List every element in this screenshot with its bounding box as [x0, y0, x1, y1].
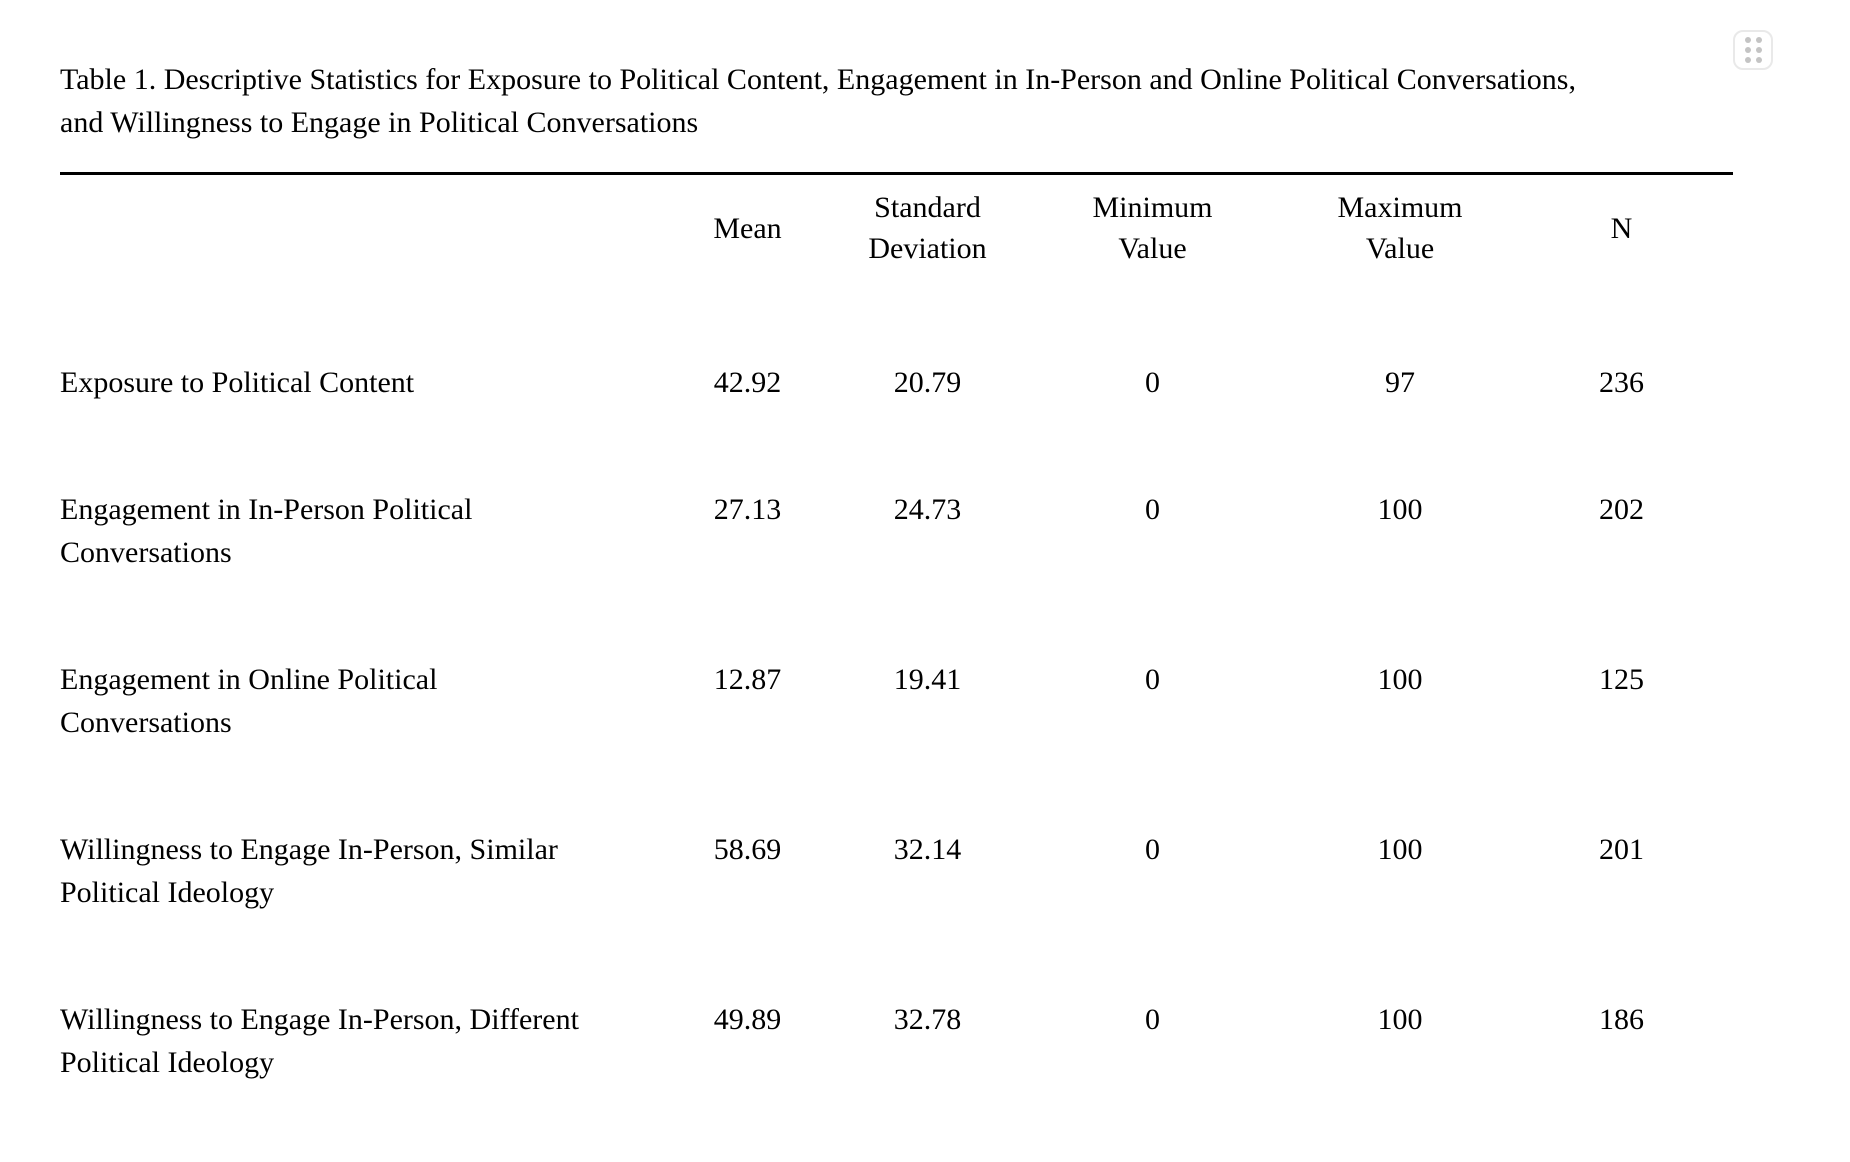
cell-min: 0 — [1145, 1003, 1160, 1036]
cell-n: 201 — [1599, 833, 1644, 866]
cell-mean: 58.69 — [713, 833, 782, 866]
cell-row-label: Engagement in Online Political Conversati… — [60, 663, 438, 739]
cell-sd: 32.14 — [893, 833, 962, 866]
table-title-line-2: and Willingness to Engage in Political C… — [60, 106, 699, 139]
cell-n: 236 — [1599, 366, 1644, 399]
cell-sd: 20.79 — [893, 366, 962, 399]
table-header-row: Mean Standard Deviation Minimum Value Maximum… — [60, 174, 1733, 304]
cell-max: 100 — [1377, 663, 1423, 696]
cell-max: 100 — [1377, 493, 1423, 526]
cell-min: 0 — [1145, 366, 1160, 399]
cell-min: 0 — [1145, 493, 1160, 526]
col-header-min: Minimum Value — [1092, 191, 1213, 265]
table-title: Table 1. Descriptive Statistics for Expo… — [60, 58, 1740, 144]
table-title-line-1: Table 1. Descriptive Statistics for Expo… — [60, 63, 1576, 96]
table-row: Engagement in Online Political Conversati… — [60, 600, 1733, 770]
cell-row-label: Willingness to Engage In-Person, Differe… — [60, 1003, 579, 1079]
descriptive-statistics-table: Mean Standard Deviation Minimum Value Maximum… — [60, 172, 1733, 1110]
col-header-mean: Mean — [713, 211, 782, 245]
table-row: Willingness to Engage In-Person, Similar… — [60, 770, 1733, 940]
cell-max: 100 — [1377, 1003, 1423, 1036]
cell-row-label: Willingness to Engage In-Person, Similar… — [60, 833, 558, 909]
drag-handle-button[interactable] — [1733, 30, 1773, 70]
table-row: Willingness to Engage In-Person, Differe… — [60, 940, 1733, 1110]
cell-n: 125 — [1599, 663, 1644, 696]
cell-mean: 42.92 — [713, 366, 782, 399]
table-row: Engagement in In-Person Political Convers… — [60, 430, 1733, 600]
cell-min: 0 — [1145, 833, 1160, 866]
table-row: Exposure to Political Content 42.92 20.79 0… — [60, 303, 1733, 430]
cell-max: 97 — [1385, 366, 1415, 399]
cell-max: 100 — [1377, 833, 1423, 866]
cell-n: 202 — [1599, 493, 1644, 526]
cell-min: 0 — [1145, 663, 1160, 696]
cell-mean: 49.89 — [713, 1003, 782, 1036]
col-header-label — [60, 174, 655, 304]
cell-sd: 32.78 — [893, 1003, 962, 1036]
col-header-n: N — [1610, 211, 1633, 245]
col-header-sd: Standard Deviation — [868, 191, 987, 265]
cell-row-label: Exposure to Political Content — [60, 366, 415, 399]
grip-dots-icon — [1744, 37, 1762, 63]
cell-sd: 24.73 — [893, 493, 962, 526]
document-content: Table 1. Descriptive Statistics for Expo… — [60, 58, 1740, 1110]
cell-mean: 12.87 — [713, 663, 782, 696]
cell-mean: 27.13 — [713, 493, 782, 526]
col-header-max: Maximum Value — [1337, 191, 1463, 265]
cell-n: 186 — [1599, 1003, 1644, 1036]
cell-row-label: Engagement in In-Person Political Convers… — [60, 493, 473, 569]
cell-sd: 19.41 — [893, 663, 962, 696]
